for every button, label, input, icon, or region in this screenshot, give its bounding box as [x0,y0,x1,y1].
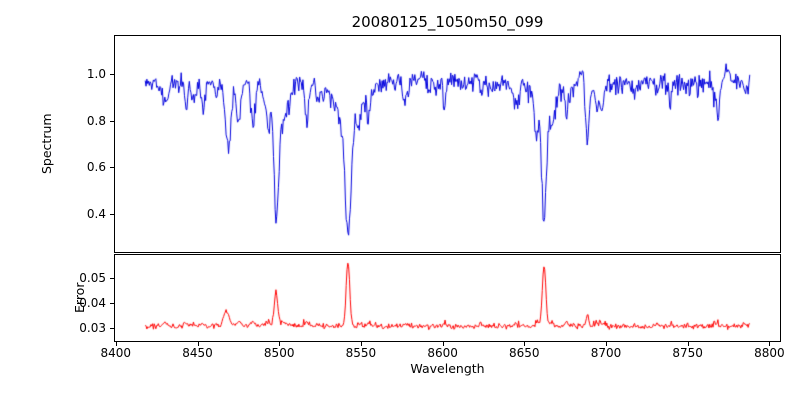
y-tick-label: 0.03 [79,321,106,335]
y-tick-label: 0.6 [86,160,106,175]
y-tick-mark [110,120,114,122]
x-axis-label: Wavelength [410,361,485,376]
x-tick-label: 8500 [263,346,295,360]
x-tick-mark [442,342,444,346]
spectrum-axis-label: Spectrum [39,113,54,175]
x-tick-mark [115,342,117,346]
x-tick-mark [197,342,199,346]
x-tick-mark [279,342,281,346]
spectrum-panel [114,35,781,253]
y-tick-label: 0.8 [86,113,106,128]
y-tick-mark [110,214,114,216]
x-tick-label: 8650 [509,346,540,360]
y-tick-label: 0.04 [79,296,106,310]
x-tick-mark [524,342,526,346]
error-panel [114,254,781,342]
x-tick-mark [687,342,689,346]
x-tick-label: 8400 [100,346,132,360]
spectrum-plot [115,36,780,252]
chart-title: 20080125_1050m50_099 [351,13,544,31]
x-tick-label: 8600 [427,346,458,360]
y-tick-label: 1.0 [86,66,106,81]
x-tick-label: 8550 [345,346,377,360]
x-tick-mark [605,342,607,346]
y-tick-label: 0.4 [86,207,106,222]
x-tick-mark [769,342,771,346]
x-tick-label: 8450 [182,346,213,360]
x-tick-label: 8750 [672,346,703,360]
y-tick-mark [110,303,114,304]
error-plot [115,255,780,341]
y-tick-mark [110,278,114,279]
y-tick-mark [110,167,114,169]
y-tick-mark [110,73,114,75]
y-tick-mark [110,328,114,329]
y-tick-label: 0.05 [79,271,106,285]
x-tick-mark [360,342,362,346]
x-tick-label: 8700 [590,346,622,360]
x-tick-label: 8800 [754,346,785,360]
